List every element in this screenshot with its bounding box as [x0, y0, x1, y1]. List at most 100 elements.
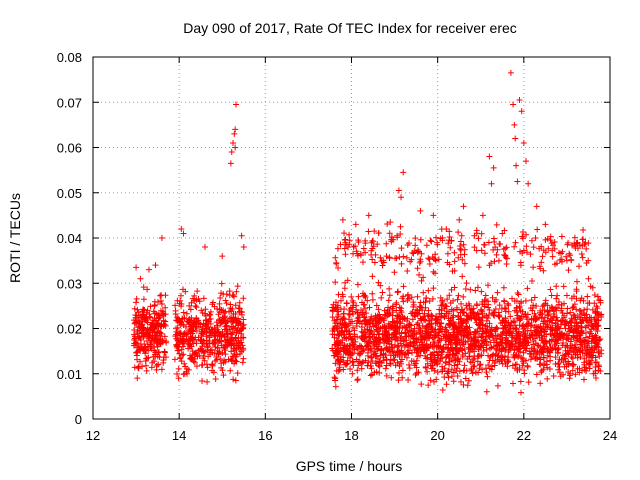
data-point: [191, 292, 198, 299]
data-point: [424, 360, 431, 367]
data-point: [447, 321, 454, 328]
data-point: [205, 318, 212, 325]
data-point: [594, 293, 601, 300]
data-point: [547, 357, 554, 364]
data-point: [533, 371, 540, 378]
data-point: [358, 320, 365, 327]
data-point: [460, 293, 467, 300]
data-point: [352, 221, 359, 228]
data-point: [133, 295, 140, 302]
data-point: [506, 323, 513, 330]
data-point: [201, 341, 208, 348]
data-point: [384, 347, 391, 354]
data-point: [508, 319, 515, 326]
data-point: [458, 306, 465, 313]
data-point: [176, 350, 183, 357]
data-point: [179, 339, 186, 346]
data-point: [135, 364, 142, 371]
data-point: [479, 342, 486, 349]
data-point: [417, 335, 424, 342]
data-point: [394, 232, 401, 239]
data-point: [517, 300, 524, 307]
data-point: [439, 368, 446, 375]
data-point: [593, 326, 600, 333]
data-point: [493, 251, 500, 258]
data-point: [522, 347, 529, 354]
data-point: [400, 293, 407, 300]
data-point: [547, 317, 554, 324]
data-point: [192, 303, 199, 310]
data-point: [593, 334, 600, 341]
data-point: [415, 325, 422, 332]
data-point: [329, 308, 336, 315]
data-point: [204, 378, 211, 385]
data-point: [568, 315, 575, 322]
data-point: [136, 323, 143, 330]
data-point: [392, 362, 399, 369]
data-point: [222, 308, 229, 315]
data-point: [339, 216, 346, 223]
chart-title: Day 090 of 2017, Rate Of TEC Index for r…: [183, 20, 517, 36]
data-point: [234, 283, 241, 290]
data-point: [380, 336, 387, 343]
x-tick-label: 14: [172, 428, 186, 443]
data-point: [549, 327, 556, 334]
data-point: [567, 338, 574, 345]
data-point: [597, 336, 604, 343]
data-point: [483, 369, 490, 376]
data-point: [571, 341, 578, 348]
data-point: [540, 354, 547, 361]
data-point: [556, 249, 563, 256]
data-point: [458, 320, 465, 327]
data-point: [476, 362, 483, 369]
data-point: [503, 255, 510, 262]
data-point: [485, 352, 492, 359]
data-point: [464, 382, 471, 389]
data-point: [400, 253, 407, 260]
data-point: [558, 305, 565, 312]
data-point: [179, 333, 186, 340]
data-point: [425, 255, 432, 262]
data-point: [571, 234, 578, 241]
data-point: [556, 356, 563, 363]
data-point: [232, 357, 239, 364]
data-point: [155, 349, 162, 356]
data-point: [542, 249, 549, 256]
data-point: [188, 326, 195, 333]
data-point: [215, 339, 222, 346]
data-point: [432, 256, 439, 263]
data-point: [350, 250, 357, 257]
data-point: [389, 322, 396, 329]
data-point: [218, 280, 225, 287]
data-point: [154, 311, 161, 318]
y-axis-label: ROTI / TECUs: [7, 193, 23, 283]
data-point: [381, 307, 388, 314]
data-point: [351, 343, 358, 350]
data-point: [383, 372, 390, 379]
data-point: [536, 245, 543, 252]
data-point: [438, 349, 445, 356]
data-point: [452, 334, 459, 341]
data-point: [526, 348, 533, 355]
data-point: [178, 292, 185, 299]
data-point: [402, 333, 409, 340]
data-point: [573, 239, 580, 246]
data-point: [208, 361, 215, 368]
data-point: [543, 361, 550, 368]
data-point: [179, 352, 186, 359]
data-point: [209, 340, 216, 347]
data-point: [405, 291, 412, 298]
data-point: [394, 344, 401, 351]
data-point: [359, 259, 366, 266]
data-point: [234, 327, 241, 334]
data-point: [399, 374, 406, 381]
data-point: [573, 319, 580, 326]
data-point: [525, 339, 532, 346]
data-point: [544, 352, 551, 359]
data-point: [232, 377, 239, 384]
data-point: [519, 308, 526, 315]
data-point: [510, 380, 517, 387]
data-point: [554, 349, 561, 356]
data-point: [196, 298, 203, 305]
data-point: [426, 261, 433, 268]
